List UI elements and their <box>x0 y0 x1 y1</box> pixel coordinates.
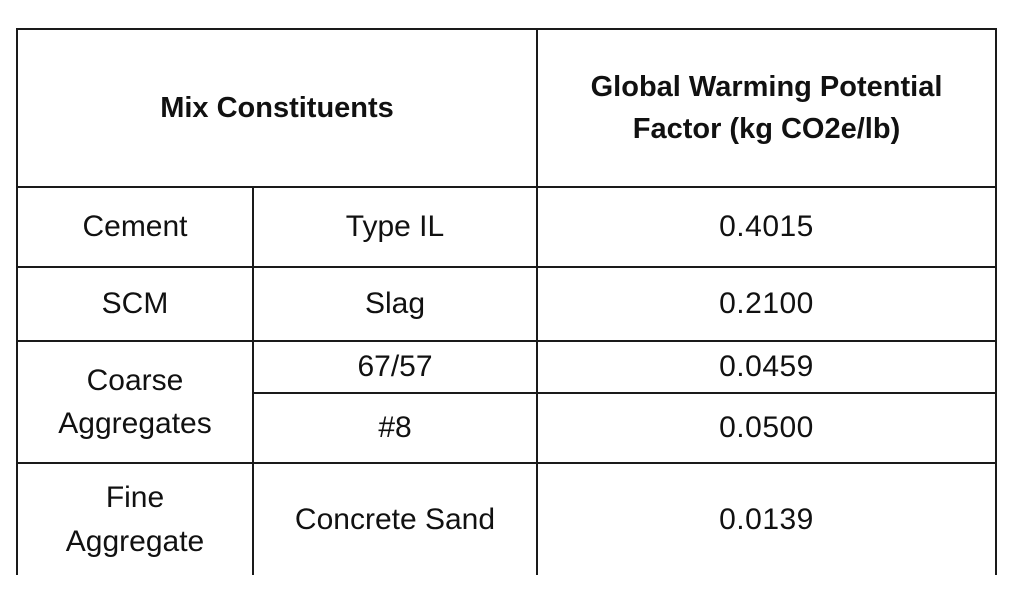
header-mix-constituents: Mix Constituents <box>16 28 538 188</box>
gwp-value-cell: 0.2100 <box>536 266 997 342</box>
gwp-table-container: Mix Constituents Global Warming Potentia… <box>16 28 997 576</box>
table-row: SCM Slag 0.2100 <box>16 266 997 342</box>
table-header-row: Mix Constituents Global Warming Potentia… <box>16 28 997 188</box>
category-line1: Fine <box>105 481 165 514</box>
gwp-factor-table: Mix Constituents Global Warming Potentia… <box>16 28 997 575</box>
category-line1: Coarse <box>86 363 184 397</box>
table-row: Coarse Aggregates 67/57 0.0459 <box>16 340 997 464</box>
gwp-value-cell: 0.0459 <box>536 340 997 394</box>
header-gwp-line2: Factor (kg CO2e/lb) <box>632 113 901 145</box>
category-line2: Aggregates <box>58 407 212 440</box>
header-gwp-factor: Global Warming Potential Factor (kg CO2e… <box>536 28 997 188</box>
gwp-value-cell: 0.0139 <box>536 462 997 575</box>
gwp-value-cell: 0.0500 <box>536 392 997 464</box>
type-cell: Slag <box>252 266 538 342</box>
type-cell: 67/57 <box>252 340 538 394</box>
type-cell: #8 <box>252 392 538 464</box>
header-gwp-line1: Global Warming Potential <box>590 70 943 103</box>
table-row: #8 0.0500 <box>17 392 997 464</box>
category-cell: Coarse Aggregates <box>16 340 254 464</box>
category-cell: Cement <box>16 186 254 268</box>
type-cell: Type IL <box>252 186 538 268</box>
table-row: Cement Type IL 0.4015 <box>16 186 997 268</box>
category-cell: Fine Aggregate <box>16 462 254 575</box>
category-line2: Aggregate <box>65 524 205 558</box>
gwp-value-cell: 0.4015 <box>536 186 997 268</box>
type-cell: Concrete Sand <box>252 462 538 575</box>
table-row: Fine Aggregate Concrete Sand 0.0139 <box>16 462 997 575</box>
category-cell: SCM <box>16 266 254 342</box>
